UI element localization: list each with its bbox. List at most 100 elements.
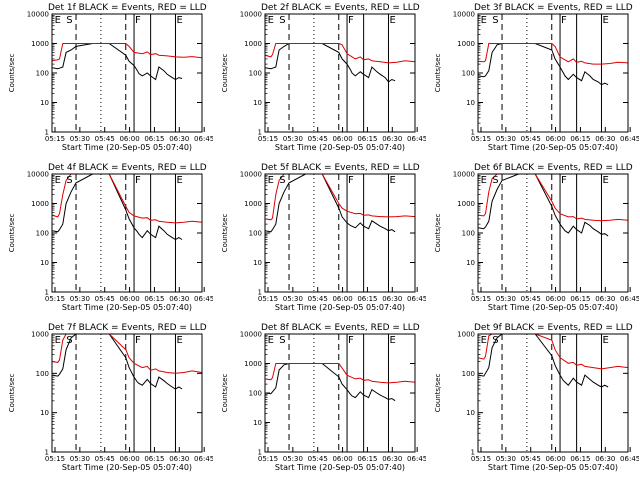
flag-label: S [279, 175, 285, 186]
y-axis-label: Counts/sec [221, 374, 229, 413]
x-tick-label: 06:30 [382, 455, 402, 463]
x-tick-label: 06:45 [407, 455, 426, 463]
panel-4: Det 4f BLACK = Events, RED = LLD Counts/s… [0, 160, 213, 320]
flag-label: E [481, 335, 487, 346]
x-tick-label: 06:15 [357, 135, 377, 143]
flag-label: E [602, 335, 608, 346]
x-tick-label: 05:45 [308, 455, 328, 463]
chart-svg: Det 3f BLACK = Events, RED = LLD Counts/s… [434, 3, 639, 152]
x-tick-label: 06:00 [332, 135, 352, 143]
flag-label: S [66, 335, 72, 346]
y-axis-label: Counts/sec [8, 54, 16, 93]
x-tick-label: 05:30 [70, 455, 90, 463]
flag-label: E [268, 175, 274, 186]
x-axis-label: Start Time (20-Sep-05 05:07:40) [62, 463, 192, 472]
x-tick-label: 05:45 [521, 295, 541, 303]
chart-title: Det 5f BLACK = Events, RED = LLD [261, 163, 420, 173]
flag-label: E [55, 15, 61, 26]
panel-7: Det 7f BLACK = Events, RED = LLD Counts/s… [0, 320, 213, 480]
x-tick-label: 06:45 [407, 135, 426, 143]
plot-frame [477, 13, 629, 133]
chart-title: Det 3f BLACK = Events, RED = LLD [474, 3, 633, 13]
flag-label: E [602, 15, 608, 26]
series-line-lld [265, 363, 415, 384]
plot-frame [264, 173, 416, 293]
flag-label: E [176, 335, 182, 346]
chart-svg: Det 4f BLACK = Events, RED = LLD Counts/s… [8, 163, 213, 312]
x-tick-label: 05:45 [95, 455, 115, 463]
x-tick-label: 06:15 [144, 135, 164, 143]
chart-title: Det 7f BLACK = Events, RED = LLD [48, 323, 207, 333]
flag-label: E [389, 175, 395, 186]
y-axis-label: Counts/sec [221, 54, 229, 93]
x-tick-label: 06:00 [332, 455, 352, 463]
y-tick-label: 100 [462, 70, 475, 78]
flag-label: E [55, 175, 61, 186]
y-tick-label: 100 [249, 390, 262, 398]
x-tick-label: 06:30 [595, 455, 615, 463]
flag-label: F [561, 15, 567, 26]
x-tick-label: 06:45 [194, 295, 213, 303]
x-axis-label: Start Time (20-Sep-05 05:07:40) [488, 463, 618, 472]
x-tick-label: 05:30 [70, 135, 90, 143]
plot-frame [477, 333, 629, 453]
y-tick-label: 10000 [27, 171, 49, 179]
x-tick-label: 06:00 [119, 135, 139, 143]
plot-frame [51, 173, 203, 293]
y-tick-label: 1 [45, 289, 49, 297]
y-tick-label: 100 [249, 230, 262, 238]
x-tick-label: 05:30 [283, 295, 303, 303]
x-axis-label: Start Time (20-Sep-05 05:07:40) [275, 303, 405, 312]
x-tick-label: 05:15 [471, 135, 491, 143]
panel-5: Det 5f BLACK = Events, RED = LLD Counts/s… [213, 160, 426, 320]
flag-label: F [135, 15, 141, 26]
y-tick-label: 1000 [457, 40, 475, 48]
x-tick-label: 05:15 [45, 135, 65, 143]
plot-frame [51, 13, 203, 133]
y-tick-label: 10 [40, 99, 49, 107]
flag-label: F [135, 175, 141, 186]
x-tick-label: 05:45 [521, 135, 541, 143]
chart-title: Det 8f BLACK = Events, RED = LLD [261, 323, 420, 333]
y-tick-label: 1000 [457, 200, 475, 208]
flag-label: E [389, 335, 395, 346]
y-axis-label: Counts/sec [221, 214, 229, 253]
x-tick-label: 05:45 [308, 295, 328, 303]
y-tick-label: 10 [466, 409, 475, 417]
chart-title: Det 9f BLACK = Events, RED = LLD [474, 323, 633, 333]
x-axis-label: Start Time (20-Sep-05 05:07:40) [488, 303, 618, 312]
chart-title: Det 1f BLACK = Events, RED = LLD [48, 3, 207, 13]
x-tick-label: 05:45 [95, 295, 115, 303]
series-line-lld [478, 174, 628, 222]
chart-svg: Det 9f BLACK = Events, RED = LLD Counts/s… [434, 323, 639, 472]
x-axis-label: Start Time (20-Sep-05 05:07:40) [275, 143, 405, 152]
x-axis-label: Start Time (20-Sep-05 05:07:40) [275, 463, 405, 472]
series-line-events [478, 174, 609, 237]
series-line-events [265, 43, 396, 83]
x-tick-label: 05:30 [70, 295, 90, 303]
y-tick-label: 10 [253, 99, 262, 107]
y-tick-label: 100 [36, 230, 49, 238]
y-tick-label: 1000 [244, 40, 262, 48]
x-tick-label: 06:45 [620, 135, 639, 143]
chart-svg: Det 6f BLACK = Events, RED = LLD Counts/s… [434, 163, 639, 312]
y-tick-label: 1000 [31, 200, 49, 208]
flag-label: F [348, 335, 354, 346]
flag-label: S [492, 335, 498, 346]
y-tick-label: 1 [471, 129, 475, 137]
x-tick-label: 06:00 [545, 135, 565, 143]
x-axis-label: Start Time (20-Sep-05 05:07:40) [62, 143, 192, 152]
series-line-lld [52, 334, 202, 374]
flag-label: F [348, 175, 354, 186]
x-tick-label: 06:45 [194, 455, 213, 463]
flag-label: E [481, 175, 487, 186]
x-tick-label: 06:00 [332, 295, 352, 303]
series-line-lld [265, 174, 415, 221]
series-line-events [265, 363, 396, 402]
x-tick-label: 06:30 [382, 295, 402, 303]
panel-6: Det 6f BLACK = Events, RED = LLD Counts/s… [426, 160, 639, 320]
y-axis-label: Counts/sec [8, 374, 16, 413]
x-tick-label: 06:45 [194, 135, 213, 143]
flag-label: E [268, 15, 274, 26]
